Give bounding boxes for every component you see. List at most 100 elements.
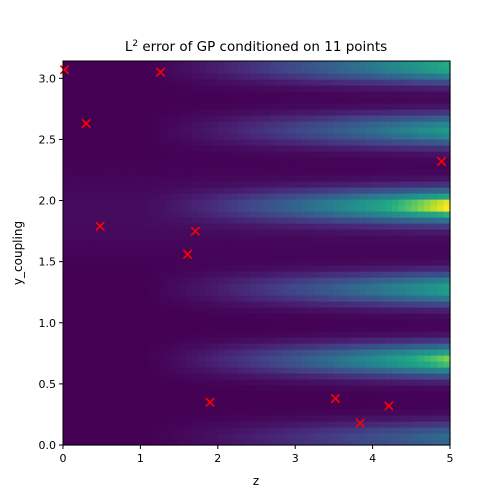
heatmap-cell bbox=[424, 145, 432, 152]
heatmap-cell bbox=[114, 331, 122, 338]
heatmap-cell bbox=[282, 151, 290, 158]
heatmap-cell bbox=[321, 133, 329, 140]
heatmap-cell bbox=[82, 109, 90, 116]
heatmap-cell bbox=[133, 121, 141, 128]
heatmap-cell bbox=[359, 355, 367, 362]
heatmap-cell bbox=[385, 307, 393, 314]
heatmap-cell bbox=[172, 79, 180, 86]
heatmap-cell bbox=[398, 277, 406, 284]
heatmap-cell bbox=[275, 277, 283, 284]
heatmap-cell bbox=[262, 169, 270, 176]
heatmap-cell bbox=[437, 325, 445, 332]
heatmap-cell bbox=[295, 307, 303, 314]
heatmap-cell bbox=[372, 133, 380, 140]
heatmap-cell bbox=[437, 373, 445, 380]
heatmap-cell bbox=[250, 139, 258, 146]
heatmap-cell bbox=[385, 415, 393, 422]
heatmap-cell bbox=[340, 115, 348, 122]
heatmap-cell bbox=[372, 427, 380, 434]
heatmap-cell bbox=[398, 289, 406, 296]
heatmap-cell bbox=[127, 271, 135, 278]
heatmap-cell bbox=[385, 145, 393, 152]
heatmap-cell bbox=[333, 223, 341, 230]
heatmap-cell bbox=[437, 217, 445, 224]
heatmap-cell bbox=[140, 217, 148, 224]
heatmap-cell bbox=[437, 235, 445, 242]
heatmap-cell bbox=[75, 361, 83, 368]
heatmap-cell bbox=[63, 295, 71, 302]
heatmap-cell bbox=[359, 223, 367, 230]
heatmap-cell bbox=[237, 439, 245, 446]
heatmap-cell bbox=[301, 217, 309, 224]
heatmap-cell bbox=[192, 97, 200, 104]
heatmap-cell bbox=[82, 337, 90, 344]
heatmap-cell bbox=[172, 235, 180, 242]
heatmap-cell bbox=[192, 265, 200, 272]
heatmap-cell bbox=[75, 157, 83, 164]
heatmap-cell bbox=[424, 103, 432, 110]
heatmap-cell bbox=[237, 205, 245, 212]
heatmap-cell bbox=[275, 301, 283, 308]
heatmap-cell bbox=[95, 343, 103, 350]
heatmap-cell bbox=[250, 421, 258, 428]
heatmap-cell bbox=[256, 277, 264, 284]
heatmap-cell bbox=[308, 127, 316, 134]
heatmap-cell bbox=[269, 229, 277, 236]
heatmap-cell bbox=[153, 253, 161, 260]
heatmap-cell bbox=[114, 223, 122, 230]
heatmap-cell bbox=[101, 319, 109, 326]
heatmap-cell bbox=[230, 241, 238, 248]
heatmap-cell bbox=[417, 139, 425, 146]
heatmap-cell bbox=[314, 409, 322, 416]
heatmap-cell bbox=[204, 199, 212, 206]
heatmap-cell bbox=[159, 427, 167, 434]
heatmap-cell bbox=[379, 271, 387, 278]
heatmap-cell bbox=[308, 409, 316, 416]
heatmap-cell bbox=[314, 421, 322, 428]
heatmap-cell bbox=[63, 73, 71, 80]
heatmap-cell bbox=[288, 115, 296, 122]
heatmap-cell bbox=[88, 361, 96, 368]
heatmap-cell bbox=[430, 61, 438, 68]
heatmap-cell bbox=[262, 403, 270, 410]
heatmap-cell bbox=[237, 403, 245, 410]
heatmap-cell bbox=[224, 67, 232, 74]
heatmap-cell bbox=[379, 421, 387, 428]
heatmap-cell bbox=[69, 211, 77, 218]
heatmap-cell bbox=[269, 217, 277, 224]
heatmap-cell bbox=[159, 79, 167, 86]
heatmap-cell bbox=[192, 367, 200, 374]
heatmap-cell bbox=[301, 91, 309, 98]
heatmap-cell bbox=[63, 169, 71, 176]
heatmap-cell bbox=[217, 421, 225, 428]
heatmap-cell bbox=[88, 187, 96, 194]
y-tick-label: 1.0 bbox=[39, 317, 57, 330]
heatmap-cell bbox=[172, 301, 180, 308]
heatmap-cell bbox=[159, 313, 167, 320]
heatmap-cell bbox=[198, 85, 206, 92]
heatmap-cell bbox=[359, 181, 367, 188]
heatmap-cell bbox=[82, 181, 90, 188]
heatmap-cell bbox=[353, 301, 361, 308]
heatmap-cell bbox=[372, 331, 380, 338]
heatmap-cell bbox=[179, 439, 187, 446]
heatmap-cell bbox=[430, 373, 438, 380]
heatmap-cell bbox=[340, 241, 348, 248]
heatmap-cell bbox=[262, 439, 270, 446]
heatmap-cell bbox=[75, 307, 83, 314]
heatmap-cell bbox=[366, 397, 374, 404]
heatmap-cell bbox=[314, 439, 322, 446]
heatmap-cell bbox=[398, 343, 406, 350]
heatmap-cell bbox=[88, 433, 96, 440]
heatmap-cell bbox=[211, 109, 219, 116]
heatmap-cell bbox=[95, 61, 103, 68]
heatmap-cell bbox=[243, 379, 251, 386]
heatmap-cell bbox=[88, 79, 96, 86]
heatmap-cell bbox=[398, 421, 406, 428]
heatmap-cell bbox=[121, 187, 129, 194]
heatmap-cell bbox=[250, 187, 258, 194]
heatmap-cell bbox=[88, 349, 96, 356]
heatmap-cell bbox=[133, 199, 141, 206]
heatmap-cell bbox=[127, 229, 135, 236]
heatmap-cell bbox=[127, 85, 135, 92]
